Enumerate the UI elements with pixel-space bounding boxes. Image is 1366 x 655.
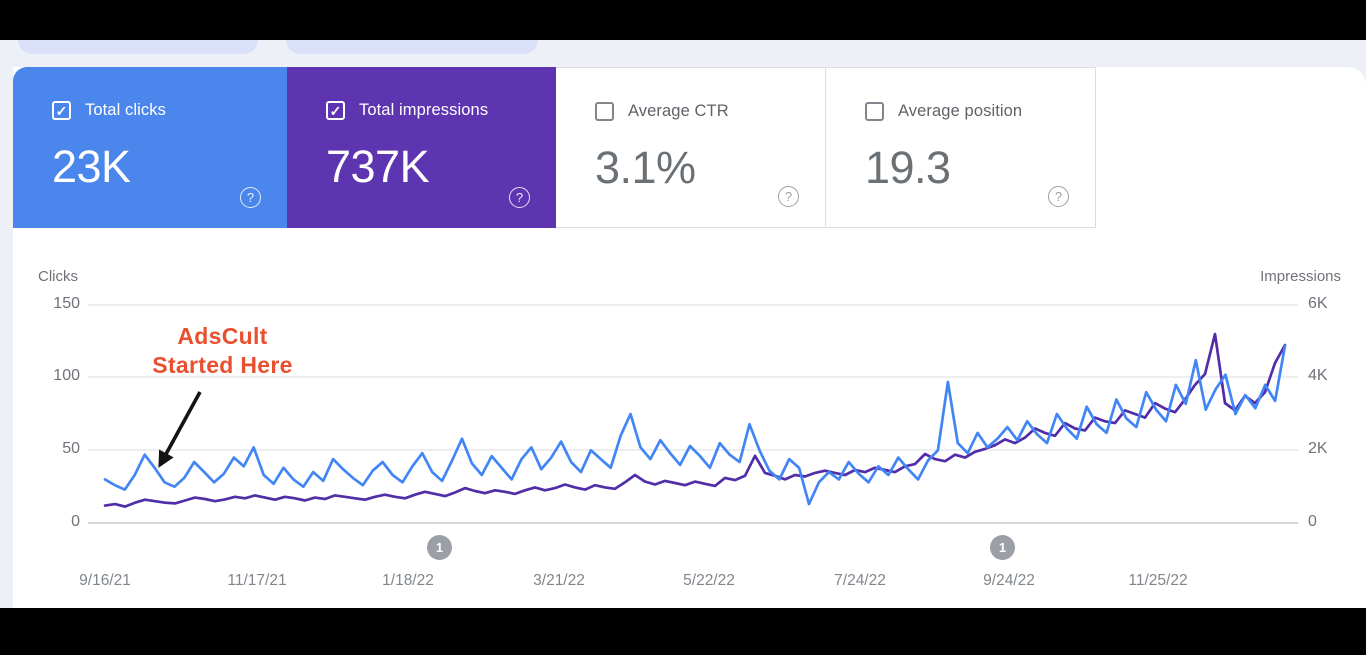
metric-value: 19.3 — [865, 142, 951, 193]
x-tick: 11/25/22 — [1128, 572, 1188, 589]
x-tick: 11/17/21 — [227, 572, 287, 589]
metric-value: 23K — [52, 141, 131, 192]
y-tick: 2K — [1308, 440, 1328, 457]
help-icon[interactable]: ? — [240, 187, 261, 208]
metric-value: 3.1% — [595, 142, 696, 193]
metric-card-total-impressions[interactable]: ✓ Total impressions 737K ? — [287, 67, 556, 228]
timeline-marker-2[interactable]: 1 — [990, 535, 1015, 560]
right-axis-title: Impressions — [1260, 268, 1341, 285]
checkbox-total-impressions[interactable]: ✓ — [326, 101, 345, 120]
left-axis-title: Clicks — [38, 268, 78, 285]
x-tick: 3/21/22 — [533, 572, 585, 589]
x-tick: 7/24/22 — [834, 572, 886, 589]
x-tick: 5/22/22 — [683, 572, 735, 589]
y-tick: 100 — [53, 367, 80, 384]
timeline-marker-1[interactable]: 1 — [427, 535, 452, 560]
y-tick: 0 — [71, 513, 80, 530]
letterbox-bottom — [0, 608, 1366, 655]
y-tick: 6K — [1308, 295, 1328, 312]
checkmark-icon: ✓ — [55, 102, 68, 119]
x-tick: 9/24/22 — [983, 572, 1035, 589]
x-tick: 9/16/21 — [79, 572, 131, 589]
metric-label: Total clicks — [85, 101, 166, 119]
help-icon[interactable]: ? — [509, 187, 530, 208]
y-tick: 150 — [53, 295, 80, 312]
checkbox-total-clicks[interactable]: ✓ — [52, 101, 71, 120]
help-icon[interactable]: ? — [1048, 186, 1069, 207]
metric-card-average-ctr[interactable]: Average CTR 3.1% ? — [556, 67, 826, 228]
metric-card-average-position[interactable]: Average position 19.3 ? — [826, 67, 1096, 228]
metric-label: Average position — [898, 102, 1023, 120]
letterbox-top — [0, 0, 1366, 40]
metric-label: Total impressions — [359, 101, 489, 119]
performance-panel: ✓ Total clicks 23K ? ✓ Total impressions… — [13, 67, 1366, 608]
help-icon[interactable]: ? — [778, 186, 799, 207]
checkbox-average-position[interactable] — [865, 102, 884, 121]
checkmark-icon: ✓ — [329, 102, 342, 119]
x-tick: 1/18/22 — [382, 572, 434, 589]
checkbox-average-ctr[interactable] — [595, 102, 614, 121]
y-tick: 4K — [1308, 367, 1328, 384]
metric-card-total-clicks[interactable]: ✓ Total clicks 23K ? — [13, 67, 287, 228]
metric-value: 737K — [326, 141, 430, 192]
metric-label: Average CTR — [628, 102, 729, 120]
y-tick: 0 — [1308, 513, 1317, 530]
chart-plot-area[interactable] — [88, 300, 1298, 523]
y-tick: 50 — [62, 440, 80, 457]
